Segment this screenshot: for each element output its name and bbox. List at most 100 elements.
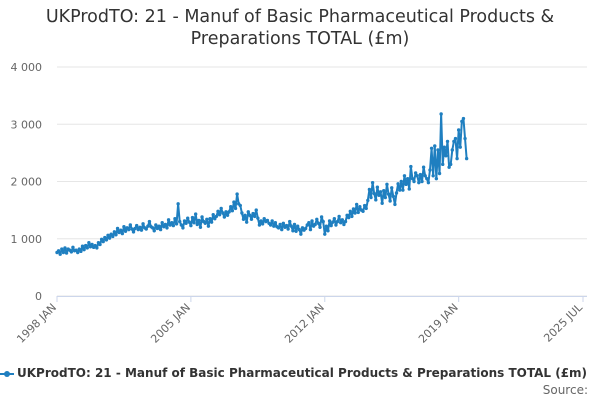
data-point[interactable] — [79, 249, 83, 254]
data-point[interactable] — [166, 218, 171, 222]
data-point[interactable] — [444, 154, 448, 158]
data-point[interactable] — [211, 213, 215, 217]
data-point[interactable] — [358, 204, 362, 209]
data-point[interactable] — [425, 176, 429, 181]
data-point[interactable] — [273, 221, 278, 225]
data-point[interactable] — [58, 252, 62, 256]
data-point[interactable] — [280, 227, 284, 232]
data-point[interactable] — [150, 226, 155, 230]
data-point[interactable] — [437, 171, 442, 176]
data-point[interactable] — [450, 148, 454, 152]
data-point[interactable] — [449, 162, 453, 167]
data-point[interactable] — [434, 176, 439, 181]
data-point[interactable] — [294, 229, 298, 234]
data-point[interactable] — [268, 223, 273, 227]
data-point[interactable] — [216, 209, 220, 213]
data-point[interactable] — [413, 171, 418, 175]
data-point[interactable] — [246, 210, 250, 214]
data-point[interactable] — [230, 209, 235, 213]
data-point[interactable] — [256, 216, 260, 220]
data-point[interactable] — [158, 227, 163, 232]
data-point[interactable] — [398, 188, 402, 192]
data-point[interactable] — [418, 172, 423, 177]
data-point[interactable] — [310, 219, 314, 223]
data-point[interactable] — [458, 145, 462, 149]
data-point[interactable] — [254, 208, 258, 212]
data-point[interactable] — [249, 217, 254, 221]
data-point[interactable] — [146, 224, 150, 228]
data-point[interactable] — [453, 136, 458, 141]
data-point[interactable] — [377, 193, 381, 197]
data-point[interactable] — [324, 224, 329, 228]
data-point[interactable] — [160, 221, 164, 225]
data-point[interactable] — [407, 187, 411, 191]
data-point[interactable] — [135, 223, 139, 228]
data-point[interactable] — [436, 148, 440, 152]
data-point[interactable] — [335, 219, 340, 224]
data-point[interactable] — [260, 222, 265, 226]
data-point[interactable] — [417, 180, 421, 185]
data-point[interactable] — [295, 224, 300, 228]
data-point[interactable] — [71, 245, 75, 250]
data-point[interactable] — [229, 204, 233, 209]
data-point[interactable] — [205, 217, 209, 221]
data-point[interactable] — [401, 188, 405, 192]
data-point[interactable] — [123, 229, 128, 234]
data-point[interactable] — [85, 246, 89, 250]
data-point[interactable] — [452, 139, 456, 144]
data-point[interactable] — [342, 222, 346, 227]
data-point[interactable] — [331, 220, 335, 224]
data-point[interactable] — [203, 221, 207, 225]
data-point[interactable] — [291, 229, 295, 233]
data-point[interactable] — [235, 192, 239, 196]
data-point[interactable] — [60, 247, 64, 251]
data-point[interactable] — [456, 128, 461, 132]
data-point[interactable] — [326, 229, 330, 233]
data-point[interactable] — [270, 219, 274, 223]
data-point[interactable] — [219, 206, 223, 211]
data-point[interactable] — [184, 221, 188, 225]
data-point[interactable] — [195, 222, 199, 227]
data-point[interactable] — [165, 226, 169, 230]
data-point[interactable] — [378, 190, 383, 194]
data-point[interactable] — [308, 227, 313, 232]
data-point[interactable] — [286, 227, 290, 231]
data-point[interactable] — [390, 186, 394, 190]
data-point[interactable] — [299, 232, 303, 236]
data-point[interactable] — [64, 251, 69, 255]
data-point[interactable] — [56, 249, 61, 253]
data-point[interactable] — [152, 229, 156, 233]
data-point[interactable] — [190, 215, 195, 220]
data-point[interactable] — [281, 221, 286, 225]
data-point[interactable] — [233, 206, 238, 211]
data-point[interactable] — [339, 221, 343, 225]
data-point[interactable] — [356, 210, 360, 215]
data-point[interactable] — [131, 230, 136, 234]
data-point[interactable] — [193, 212, 198, 216]
data-point[interactable] — [157, 224, 161, 228]
data-point[interactable] — [361, 209, 365, 213]
data-point[interactable] — [170, 221, 174, 225]
data-point[interactable] — [241, 217, 246, 221]
data-point[interactable] — [464, 156, 469, 161]
data-point[interactable] — [206, 224, 211, 228]
data-point[interactable] — [460, 119, 464, 124]
data-point[interactable] — [179, 223, 184, 227]
data-point[interactable] — [366, 198, 370, 203]
data-point[interactable] — [394, 191, 399, 195]
data-point[interactable] — [130, 227, 134, 231]
data-point[interactable] — [362, 203, 367, 208]
data-point[interactable] — [278, 222, 282, 227]
data-point[interactable] — [410, 176, 415, 181]
data-point[interactable] — [334, 223, 338, 227]
data-point[interactable] — [187, 220, 191, 224]
data-point[interactable] — [442, 145, 447, 149]
data-point[interactable] — [297, 227, 301, 232]
data-point[interactable] — [176, 202, 180, 206]
data-point[interactable] — [257, 223, 262, 227]
data-point[interactable] — [232, 200, 236, 204]
data-point[interactable] — [98, 242, 102, 247]
data-point[interactable] — [128, 223, 133, 227]
data-point[interactable] — [463, 136, 467, 141]
data-point[interactable] — [364, 206, 368, 211]
